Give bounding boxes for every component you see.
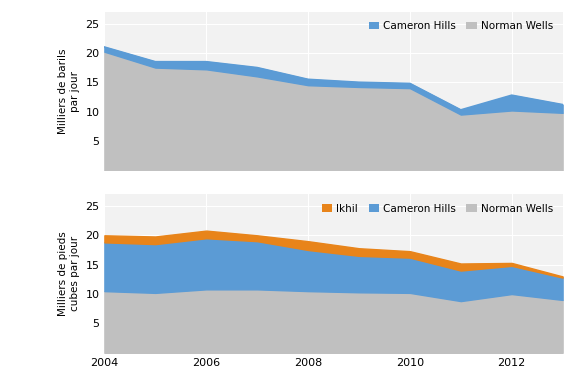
Y-axis label: Milliers de pieds
cubes par jour: Milliers de pieds cubes par jour: [58, 231, 80, 316]
Legend: Ikhil, Cameron Hills, Norman Wells: Ikhil, Cameron Hills, Norman Wells: [318, 200, 557, 218]
Y-axis label: Milliers de barils
par jour: Milliers de barils par jour: [58, 48, 80, 134]
Legend: Cameron Hills, Norman Wells: Cameron Hills, Norman Wells: [364, 17, 557, 35]
